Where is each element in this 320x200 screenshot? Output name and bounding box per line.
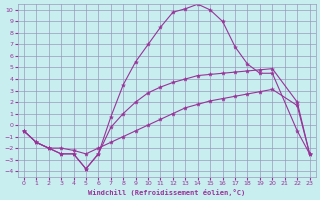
X-axis label: Windchill (Refroidissement éolien,°C): Windchill (Refroidissement éolien,°C): [88, 189, 245, 196]
